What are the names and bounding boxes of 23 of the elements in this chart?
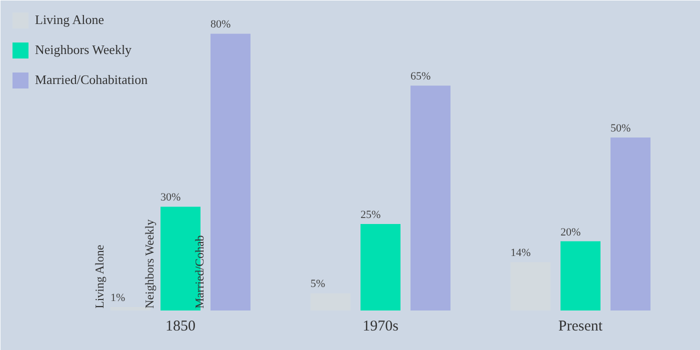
x-tick-label: Present: [558, 318, 604, 334]
legend-label: Neighbors Weekly: [35, 42, 132, 58]
data-label: 20%: [560, 226, 581, 238]
x-tick-label: 1850: [166, 318, 196, 334]
data-label: 50%: [610, 122, 631, 135]
x-tick-label: 1970s: [362, 318, 399, 334]
bar: [210, 34, 250, 310]
data-label: 5%: [310, 278, 326, 290]
data-label: 30%: [160, 192, 181, 204]
data-label: 1%: [110, 292, 126, 304]
data-label: 25%: [360, 209, 381, 222]
annotation: Living Alone: [92, 244, 106, 308]
bar: [360, 224, 400, 310]
bar: [610, 138, 650, 310]
data-label: 14%: [510, 247, 531, 260]
data-label: 80%: [210, 18, 231, 31]
bar: [410, 86, 450, 310]
bar: [560, 241, 600, 310]
data-label: 65%: [410, 70, 431, 83]
annotation: Married/Cohab: [192, 235, 206, 308]
legend-label: Living Alone: [35, 12, 104, 28]
legend-label: Married/Cohabitation: [35, 72, 148, 88]
annotation: Neighbors Weekly: [142, 219, 156, 308]
